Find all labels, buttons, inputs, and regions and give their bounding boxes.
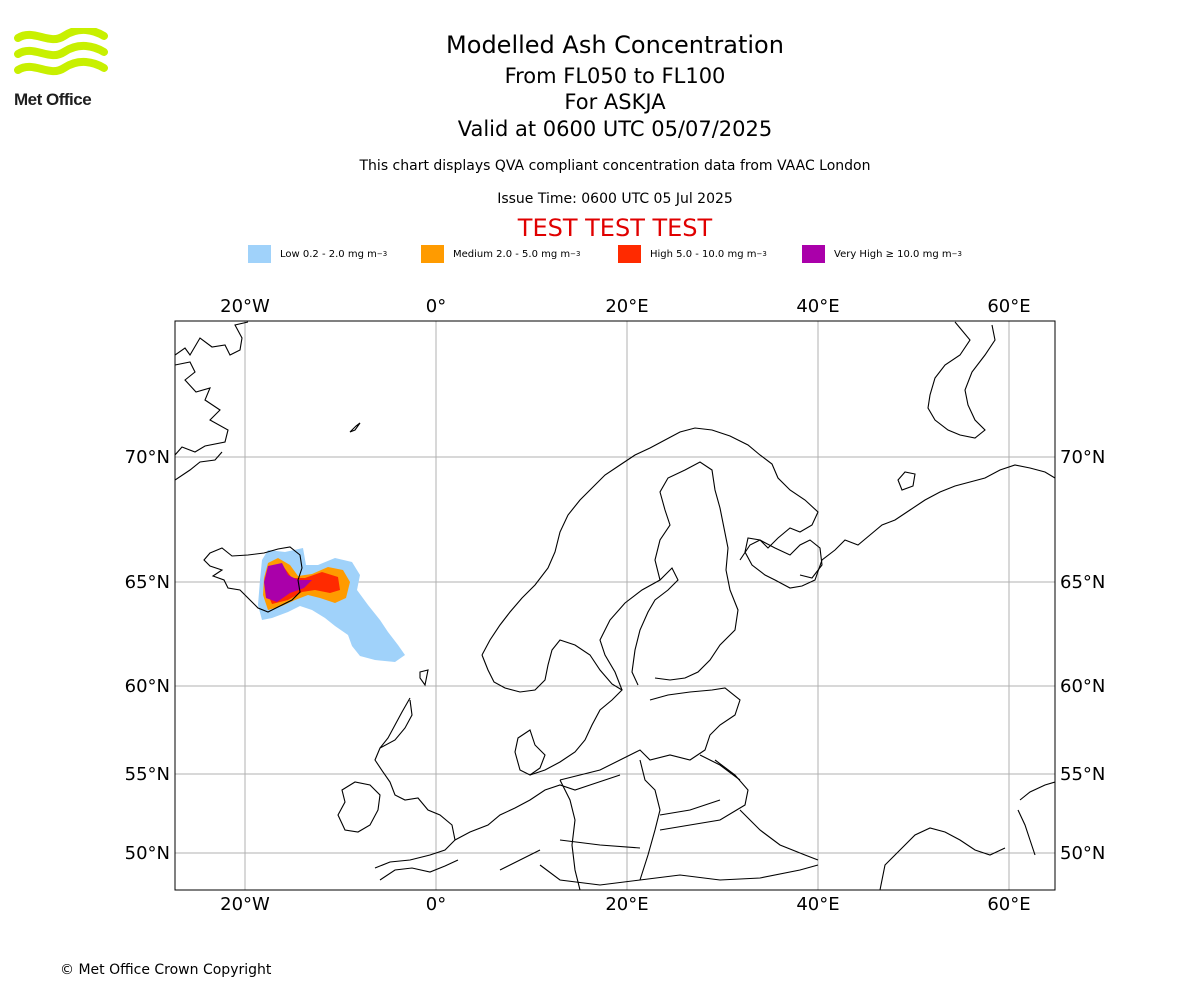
chart-subtitle: This chart displays QVA compliant concen… bbox=[359, 158, 871, 174]
map-frame bbox=[174, 320, 1056, 891]
flight-level-range: From FL050 to FL100 bbox=[504, 64, 726, 88]
lon-tick-bottom-20w: 20°W bbox=[220, 894, 270, 915]
met-office-logo: Met Office bbox=[14, 26, 109, 113]
lon-tick-bottom-60e: 60°E bbox=[987, 894, 1030, 915]
ash-plume bbox=[258, 548, 405, 662]
legend-swatch-medium bbox=[421, 245, 444, 263]
legend-item-very-high: Very High ≥ 10.0 mg m −3 bbox=[802, 244, 962, 264]
lat-tick-left-60n: 60°N bbox=[125, 676, 170, 697]
valid-time: Valid at 0600 UTC 05/07/2025 bbox=[457, 117, 773, 141]
lat-tick-left-55n: 55°N bbox=[125, 764, 170, 785]
lat-tick-right-55n: 55°N bbox=[1060, 764, 1105, 785]
lon-tick-top-60e: 60°E bbox=[987, 296, 1030, 317]
met-office-wave-icon bbox=[14, 26, 108, 76]
lat-tick-right-60n: 60°N bbox=[1060, 676, 1105, 697]
legend-label-high: High 5.0 - 10.0 mg m bbox=[650, 248, 757, 260]
legend-label-low: Low 0.2 - 2.0 mg m bbox=[280, 248, 377, 260]
ash-very-high-region bbox=[264, 563, 312, 602]
legend-swatch-low bbox=[248, 245, 271, 263]
lon-tick-top-20e: 20°E bbox=[605, 296, 648, 317]
lon-tick-top-20w: 20°W bbox=[220, 296, 270, 317]
logo-text: Met Office bbox=[14, 90, 92, 109]
lon-tick-bottom-0: 0° bbox=[426, 894, 446, 915]
chart-title: Modelled Ash Concentration bbox=[446, 31, 784, 59]
lat-tick-left-70n: 70°N bbox=[125, 447, 170, 468]
lon-tick-bottom-20e: 20°E bbox=[605, 894, 648, 915]
copyright-notice: © Met Office Crown Copyright bbox=[60, 962, 272, 978]
legend-exp-medium: −3 bbox=[570, 250, 581, 258]
legend-exp-very-high: −3 bbox=[951, 250, 962, 258]
lat-tick-right-50n: 50°N bbox=[1060, 843, 1105, 864]
legend-item-high: High 5.0 - 10.0 mg m −3 bbox=[618, 244, 767, 264]
legend-exp-low: −3 bbox=[376, 250, 388, 258]
lon-tick-top-40e: 40°E bbox=[796, 296, 839, 317]
gridlines bbox=[175, 321, 1055, 890]
test-banner: TEST TEST TEST bbox=[517, 214, 713, 242]
lat-tick-right-65n: 65°N bbox=[1060, 572, 1105, 593]
legend-swatch-very-high bbox=[802, 245, 825, 263]
legend-item-low: Low 0.2 - 2.0 mg m −3 bbox=[248, 244, 387, 264]
legend-label-medium: Medium 2.0 - 5.0 mg m bbox=[453, 248, 571, 260]
lat-tick-right-70n: 70°N bbox=[1060, 447, 1105, 468]
legend-label-very-high: Very High ≥ 10.0 mg m bbox=[834, 248, 952, 260]
lat-tick-left-65n: 65°N bbox=[125, 572, 170, 593]
issue-time: Issue Time: 0600 UTC 05 Jul 2025 bbox=[497, 191, 733, 207]
coastlines bbox=[175, 321, 1055, 890]
legend-exp-high: −3 bbox=[756, 250, 767, 258]
lat-tick-left-50n: 50°N bbox=[125, 843, 170, 864]
volcano-name: For ASKJA bbox=[564, 90, 666, 114]
lon-tick-bottom-40e: 40°E bbox=[796, 894, 839, 915]
lon-tick-top-0: 0° bbox=[426, 296, 446, 317]
legend-swatch-high bbox=[618, 245, 641, 263]
legend-item-medium: Medium 2.0 - 5.0 mg m −3 bbox=[421, 244, 580, 264]
